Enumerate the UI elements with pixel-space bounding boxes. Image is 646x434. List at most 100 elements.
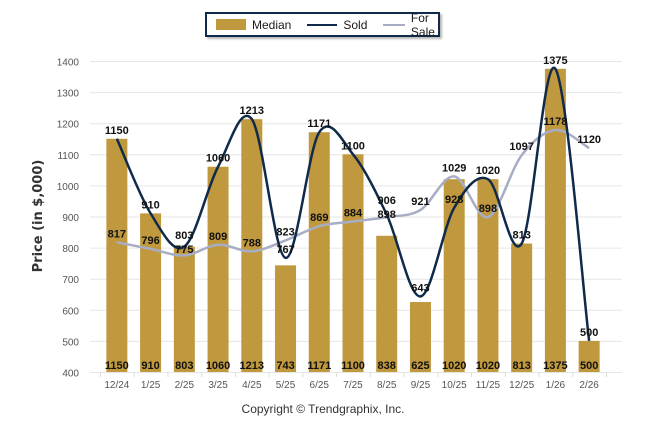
legend: Median Sold For Sale (205, 11, 443, 39)
for-sale-line (116, 128, 590, 257)
for-sale-data-label: 898 (479, 203, 497, 215)
median-bar (409, 302, 431, 372)
median-bar (207, 166, 229, 372)
sold-data-label: 910 (141, 199, 159, 211)
x-tick-label: 1/26 (546, 380, 566, 391)
x-tick-label: 6/25 (310, 380, 330, 391)
median-bar (173, 246, 195, 372)
for-sale-data-label: 809 (209, 231, 227, 243)
x-tick-label: 2/25 (175, 380, 195, 391)
x-tick-label: 1/25 (141, 380, 161, 391)
x-axis-ticks: 12/24 1/25 2/25 3/25 4/25 5/25 6/25 7/25 8/25 9/2… (100, 372, 607, 391)
for-sale-line-swatch-icon (383, 23, 405, 26)
median-data-label: 1171 (307, 360, 331, 372)
median-bar (308, 132, 330, 372)
x-tick-label: 7/25 (343, 380, 363, 391)
sold-line-swatch-icon (307, 23, 338, 26)
data-labels: 1150 910 803 1060 1213 743 1171 1100 838 625 1020 1… (105, 55, 601, 372)
sold-data-label: 813 (512, 230, 530, 242)
y-tick-label: 1100 (57, 151, 79, 162)
y-tick-label: 1200 (57, 120, 80, 131)
median-data-label: 1020 (442, 360, 466, 372)
sold-data-label: 767 (276, 244, 294, 256)
y-tick-label: 1400 (57, 58, 80, 69)
median-data-label: 1213 (240, 360, 264, 372)
median-bar (443, 179, 465, 372)
x-tick-label: 4/25 (242, 380, 262, 391)
legend-item-median[interactable]: Median (216, 18, 291, 32)
sold-data-label: 643 (411, 282, 429, 294)
x-tick-label: 10/25 (442, 380, 467, 391)
median-bar (140, 213, 162, 372)
for-sale-data-label: 1120 (577, 134, 601, 146)
y-axis-ticks: 400 500 600 700 800 900 1000 1100 1200 1300 1400 (57, 58, 80, 380)
median-data-label: 1100 (341, 360, 365, 372)
legend-label-median: Median (252, 17, 292, 32)
median-data-label: 1150 (105, 360, 129, 372)
sold-line (115, 66, 591, 342)
for-sale-data-label: 775 (175, 244, 193, 256)
median-data-label: 1020 (476, 360, 500, 372)
y-tick-label: 600 (62, 306, 79, 317)
x-tick-label: 9/25 (411, 380, 431, 391)
median-bar (376, 235, 398, 372)
for-sale-data-label: 898 (378, 209, 396, 221)
x-tick-label: 5/25 (276, 380, 296, 391)
series-lines (115, 66, 591, 342)
median-bar (106, 138, 128, 372)
sold-data-label: 1060 (206, 153, 230, 165)
legend-item-sold[interactable]: Sold (307, 18, 367, 32)
sold-data-label: 1171 (307, 118, 331, 130)
y-tick-label: 500 (62, 337, 79, 348)
sold-data-label: 1213 (240, 105, 264, 117)
median-bars (106, 68, 600, 373)
y-tick-label: 400 (62, 369, 79, 380)
y-tick-label: 900 (62, 213, 79, 224)
median-bar (511, 243, 533, 372)
for-sale-data-label: 1029 (442, 162, 466, 174)
median-bar (275, 265, 297, 372)
y-axis-label: Price (in $,000) (31, 160, 46, 273)
for-sale-data-label: 884 (344, 207, 363, 219)
x-tick-label: 12/25 (509, 380, 534, 391)
sold-data-label: 500 (580, 327, 598, 339)
median-swatch-icon (216, 19, 246, 30)
legend-label-sold: Sold (343, 17, 368, 32)
median-data-label: 803 (175, 360, 193, 372)
median-data-label: 910 (141, 360, 159, 372)
median-bar (241, 119, 263, 372)
median-bar (477, 179, 499, 372)
x-tick-label: 11/25 (476, 380, 501, 391)
median-bar (544, 68, 566, 373)
for-sale-data-label: 1178 (543, 116, 567, 128)
x-tick-label: 8/25 (377, 380, 397, 391)
legend-item-for-sale[interactable]: For Sale (383, 11, 443, 39)
median-data-label: 813 (512, 360, 530, 372)
for-sale-data-label: 817 (108, 228, 126, 240)
y-tick-label: 800 (62, 244, 79, 255)
median-bar (342, 154, 364, 372)
for-sale-data-label: 869 (310, 212, 328, 224)
for-sale-data-label: 788 (243, 237, 261, 249)
sold-data-label: 1100 (341, 140, 365, 152)
median-data-label: 1375 (543, 360, 567, 372)
for-sale-data-label: 796 (141, 235, 159, 247)
median-data-label: 838 (378, 360, 396, 372)
x-tick-label: 2/26 (579, 380, 599, 391)
sold-data-label: 1375 (543, 55, 567, 67)
sold-data-label: 928 (445, 194, 463, 206)
for-sale-data-label: 921 (411, 196, 429, 208)
sold-data-label: 906 (378, 195, 396, 207)
for-sale-data-label: 823 (276, 226, 294, 238)
x-tick-label: 3/25 (208, 380, 228, 391)
x-tick-label: 12/24 (104, 380, 129, 391)
copyright-text: Copyright © Trendgraphix, Inc. (241, 402, 405, 416)
y-tick-label: 1000 (57, 182, 80, 193)
median-data-label: 625 (411, 360, 429, 372)
sold-data-label: 1150 (105, 125, 129, 137)
legend-label-for-sale: For Sale (410, 10, 435, 39)
sold-data-label: 1020 (476, 165, 500, 177)
for-sale-data-label: 1097 (509, 141, 533, 153)
median-data-label: 743 (276, 360, 294, 372)
